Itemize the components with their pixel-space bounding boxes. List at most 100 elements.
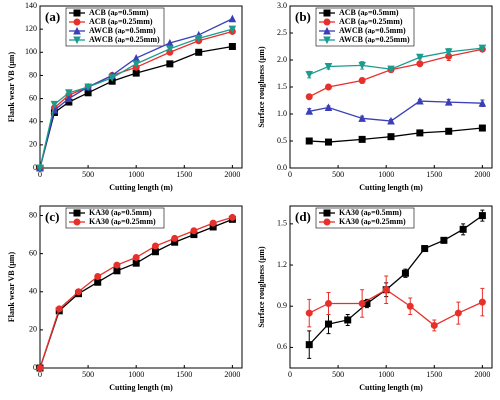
legend-label: ACB (aₚ=0.5mm)	[339, 8, 399, 17]
marker	[459, 225, 467, 233]
marker	[228, 213, 236, 221]
panel: 0 500 1000 1500 2000 0 20 40 60 80 100 120 140 Cuttin…	[7, 1, 243, 192]
marker	[478, 124, 486, 132]
marker	[444, 98, 453, 106]
legend-marker	[323, 26, 331, 35]
panel-label: (d)	[295, 209, 311, 224]
marker	[50, 100, 59, 109]
marker	[440, 236, 448, 244]
marker	[305, 309, 313, 317]
y-tick-label: 20	[29, 325, 37, 334]
panel: 0 500 1000 1500 2000 0.6 0.9 1.2 1.5 Cutting leng…	[257, 205, 493, 392]
marker	[454, 309, 462, 317]
x-tick-label: 1000	[378, 370, 394, 379]
marker	[324, 299, 332, 307]
legend-label: KA30 (aₚ=0.25mm)	[339, 217, 406, 226]
legend-marker	[73, 9, 81, 17]
marker	[84, 83, 92, 92]
marker	[171, 234, 179, 242]
y-tick-label: 60	[29, 248, 37, 257]
marker	[387, 133, 395, 141]
y-tick-label: 80	[29, 70, 37, 79]
legend-box	[65, 207, 165, 229]
panel: 0 500 1000 1500 2000 0 20 40 60 80 Cutting length …	[7, 205, 243, 392]
y-axis-title: Surface roughness (μm)	[257, 46, 266, 128]
marker	[190, 227, 198, 235]
y-tick-label: 40	[29, 287, 37, 296]
x-tick-label: 500	[82, 170, 94, 179]
legend-box	[315, 207, 415, 229]
marker	[358, 299, 366, 307]
x-tick-label: 0	[38, 370, 42, 379]
marker	[209, 219, 217, 227]
series-line	[39, 218, 233, 369]
legend-label: KA30 (aₚ=0.25mm)	[89, 217, 156, 226]
marker	[445, 127, 453, 135]
marker	[132, 253, 140, 261]
x-tick-label: 2000	[224, 370, 240, 379]
legend-label: AWCB (aₚ=0.25mm)	[339, 35, 410, 44]
x-tick-label: 1500	[426, 370, 442, 379]
legend-marker	[323, 218, 331, 226]
y-tick-label: 0	[33, 363, 37, 372]
x-tick-label: 1500	[426, 170, 442, 179]
marker	[74, 288, 82, 296]
marker	[194, 34, 203, 43]
series-line	[309, 127, 483, 143]
y-tick-label: 0	[33, 163, 37, 172]
x-tick-label: 1500	[176, 170, 192, 179]
marker	[94, 273, 102, 281]
marker	[324, 103, 333, 112]
x-axis-title: Cutting length (m)	[359, 183, 423, 192]
marker	[132, 259, 140, 267]
x-tick-label: 1500	[176, 370, 192, 379]
y-tick-label: 1.0	[277, 109, 287, 118]
marker	[444, 48, 453, 57]
marker	[305, 341, 313, 349]
marker	[132, 69, 140, 77]
marker	[387, 116, 395, 125]
plot-frame	[39, 205, 243, 369]
legend-label: ACB (aₚ=0.5mm)	[89, 8, 149, 17]
x-tick-label: 500	[82, 370, 94, 379]
marker	[113, 261, 121, 269]
marker	[195, 48, 203, 56]
panel-label: (a)	[45, 9, 60, 24]
series-line	[39, 216, 233, 369]
marker	[166, 45, 174, 53]
series-line	[309, 100, 483, 122]
x-tick-label: 1000	[128, 370, 144, 379]
plot-frame	[289, 205, 493, 369]
marker	[65, 89, 73, 97]
marker	[228, 25, 237, 34]
y-tick-label: 60	[29, 93, 37, 102]
y-tick-label: 120	[25, 24, 37, 33]
y-tick-label: 40	[29, 117, 37, 126]
x-axis-title: Cutting length (m)	[109, 183, 173, 192]
y-tick-label: 20	[29, 140, 37, 149]
marker	[305, 93, 313, 101]
series-line	[308, 48, 483, 98]
marker	[305, 107, 314, 115]
series-line	[308, 288, 483, 327]
marker	[430, 321, 438, 329]
x-tick-label: 0	[288, 370, 292, 379]
x-tick-label: 500	[332, 370, 344, 379]
marker	[36, 364, 44, 372]
legend-marker	[323, 209, 331, 217]
plot-frame	[39, 5, 243, 169]
y-tick-label: 100	[25, 47, 37, 56]
legend-label: ACB (aₚ=0.25mm)	[339, 17, 403, 26]
legend-marker	[323, 9, 331, 17]
x-tick-label: 2000	[224, 170, 240, 179]
marker	[36, 164, 44, 173]
y-axis-title: Flank wear VB (μm)	[7, 252, 16, 323]
marker	[344, 316, 352, 324]
x-tick-label: 500	[332, 170, 344, 179]
y-tick-label: 1.2	[277, 260, 287, 269]
x-axis-title: Cutting length (m)	[359, 383, 423, 392]
y-tick-label: 3.0	[277, 1, 287, 10]
marker	[358, 77, 366, 85]
marker	[324, 320, 332, 328]
